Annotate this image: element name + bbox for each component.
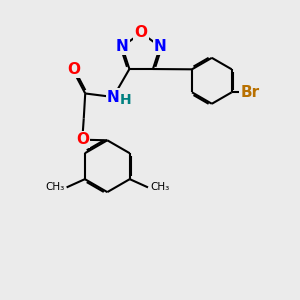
Text: H: H (120, 93, 131, 107)
Text: O: O (76, 132, 89, 147)
Text: Br: Br (240, 85, 260, 100)
Text: N: N (154, 39, 167, 54)
Text: O: O (135, 25, 148, 40)
Text: N: N (116, 39, 128, 54)
Text: CH₃: CH₃ (45, 182, 64, 192)
Text: O: O (68, 62, 80, 77)
Text: N: N (107, 89, 120, 104)
Text: CH₃: CH₃ (150, 182, 170, 192)
